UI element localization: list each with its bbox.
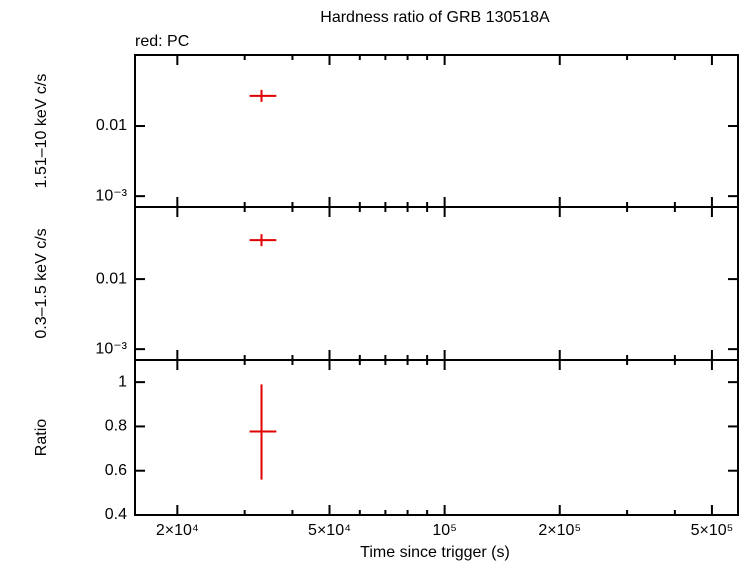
y-tick-label: 1 bbox=[118, 373, 127, 390]
x-tick-label: 5×10⁵ bbox=[691, 522, 734, 539]
y-tick-label: 10⁻³ bbox=[95, 187, 127, 204]
x-tick-label: 10⁵ bbox=[432, 522, 456, 539]
y-tick-label: 0.01 bbox=[96, 270, 127, 287]
y-tick-label: 10⁻³ bbox=[95, 340, 127, 357]
y-axis-label: 1.51–10 keV c/s bbox=[33, 74, 50, 189]
annotation: red: PC bbox=[135, 33, 189, 50]
plot-frame bbox=[134, 54, 739, 208]
chart-title: Hardness ratio of GRB 130518A bbox=[320, 9, 550, 26]
x-tick-label: 2×10⁵ bbox=[538, 522, 581, 539]
y-tick-label: 0.01 bbox=[96, 117, 127, 134]
y-axis-label: Ratio bbox=[33, 419, 50, 456]
plot-frame bbox=[134, 359, 739, 516]
x-tick-label: 5×10⁴ bbox=[308, 522, 351, 539]
x-axis-label: Time since trigger (s) bbox=[360, 544, 510, 561]
plot-frame bbox=[134, 206, 739, 361]
x-tick-label: 2×10⁴ bbox=[156, 522, 199, 539]
y-tick-label: 0.4 bbox=[105, 506, 127, 523]
y-tick-label: 0.6 bbox=[105, 462, 127, 479]
y-axis-label: 0.3–1.5 keV c/s bbox=[33, 228, 50, 338]
y-tick-label: 0.8 bbox=[105, 418, 127, 435]
